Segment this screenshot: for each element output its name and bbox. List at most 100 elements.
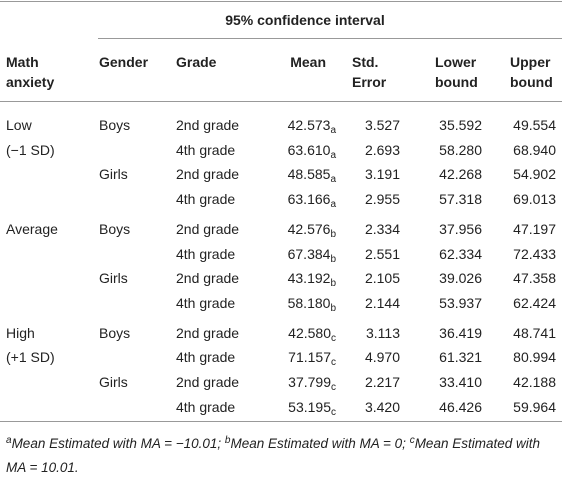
grade: 4th grade [176,190,236,207]
lower-bound: 42.268 [439,166,482,183]
grade: 2nd grade [176,220,240,237]
spanner: 95% confidence interval [225,12,385,28]
mean-subscript: c [331,382,336,393]
upper-bound: 69.013 [513,190,556,207]
std-error: 2.334 [364,220,400,237]
note-mark: a [6,435,12,446]
mean: 58.180 [287,294,331,311]
lower-bound: 61.321 [439,349,482,366]
mean: 42.573 [287,117,331,133]
lower-bound: 39.026 [439,270,482,287]
note-mark: b [224,435,231,446]
mean-cell: 63.166a [287,190,336,210]
grade: 4th grade [176,398,236,415]
upper-bound: 47.358 [513,270,556,287]
grade: 4th grade [176,349,236,366]
std-error: 3.113 [366,324,400,341]
lower-bound: 33.410 [439,374,482,390]
lower-bound: 37.956 [439,220,482,237]
mean-subscript: a [330,174,336,186]
column-header: bound [510,74,553,90]
rule [0,101,562,102]
upper-bound: 72.433 [513,245,556,262]
mean-cell: 42.573a [287,116,336,136]
note-text: Mean Estimated with MA = −10.01; [11,436,225,451]
mean: 37.799 [288,374,331,390]
gender-label: Girls [99,270,128,287]
column-header: Math [6,54,39,70]
column-header: Grade [176,54,217,70]
std-error: 2.105 [364,270,400,287]
note-text: Mean Estimated with MA = 0; [230,436,410,451]
lower-bound: 58.280 [439,141,482,158]
upper-bound: 80.994 [513,349,556,366]
mean-cell: 42.576b [287,220,336,240]
grade: 2nd grade [176,117,240,133]
mean: 67.384 [287,245,331,262]
mean-cell: 48.585a [287,165,336,186]
grade: 4th grade [176,245,236,262]
mean-subscript: b [330,228,336,240]
mean-cell: 37.799c [288,373,336,393]
mean: 53.195 [288,398,331,415]
column-header: Mean [290,54,326,70]
upper-bound: 59.964 [513,398,556,415]
lower-bound: 35.592 [439,117,482,133]
upper-bound: 54.902 [513,166,556,183]
mean: 42.580 [288,324,331,341]
rule [0,421,562,422]
std-error: 2.551 [364,245,400,262]
column-header: Upper [510,54,551,70]
mean-cell: 42.580c [288,324,336,344]
mean-cell: 71.157c [288,348,336,369]
column-header: bound [435,74,478,90]
mean-subscript: b [330,302,336,314]
mean-cell: 63.610a [287,141,336,161]
grade: 4th grade [176,294,236,311]
mean: 63.166 [287,190,331,207]
mean-subscript: c [331,332,336,344]
mean: 63.610 [287,141,331,158]
grade: 2nd grade [176,166,240,183]
column-header: Gender [99,54,149,70]
upper-bound: 62.424 [513,294,556,311]
note-mark: c [409,435,415,446]
upper-bound: 49.554 [513,117,556,133]
upper-bound: 48.741 [513,324,556,341]
anxiety-label: Average [6,220,58,237]
mean: 42.576 [287,220,331,237]
mean-subscript: b [330,278,336,290]
rule [0,1,562,2]
mean: 43.192 [287,270,331,287]
grade: 2nd grade [176,324,240,341]
anxiety-label: (+1 SD) [6,349,55,366]
std-error: 2.144 [364,294,400,311]
mean-cell: 58.180b [287,294,336,314]
rule [98,38,562,39]
std-error: 4.970 [364,349,400,366]
mean-subscript: a [330,149,336,161]
mean: 48.585 [287,166,331,183]
std-error: 3.191 [364,166,400,183]
mean-subscript: c [331,406,336,418]
mean-cell: 67.384b [287,245,336,265]
mean-subscript: c [331,357,336,369]
anxiety-label: Low [6,117,32,133]
lower-bound: 46.426 [439,398,482,415]
mean-cell: 43.192b [287,269,336,290]
mean-subscript: b [330,253,336,265]
grade: 2nd grade [176,374,240,390]
gender-label: Boys [99,324,131,341]
std-error: 2.693 [364,141,400,158]
mean-subscript: a [330,125,336,136]
gender-label: Girls [99,374,128,390]
anxiety-label: (−1 SD) [6,141,55,158]
column-header: Lower [435,54,477,70]
std-error: 2.955 [364,190,400,207]
mean: 71.157 [288,349,331,366]
mean-subscript: a [330,198,336,210]
std-error: 2.217 [364,374,400,390]
anxiety-label: High [6,324,35,341]
lower-bound: 53.937 [439,294,482,311]
